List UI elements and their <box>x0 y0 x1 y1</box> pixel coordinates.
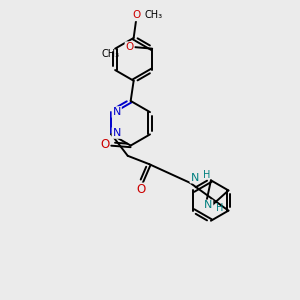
Text: N: N <box>204 200 212 210</box>
Text: CH₃: CH₃ <box>101 49 119 59</box>
Text: CH₃: CH₃ <box>145 11 163 20</box>
Text: H: H <box>203 169 210 180</box>
Text: N: N <box>112 107 121 117</box>
Text: O: O <box>136 184 145 196</box>
Text: O: O <box>100 138 109 151</box>
Text: H: H <box>216 203 223 213</box>
Text: O: O <box>125 42 134 52</box>
Text: O: O <box>132 11 140 20</box>
Text: N: N <box>112 128 121 138</box>
Text: N: N <box>190 172 199 183</box>
